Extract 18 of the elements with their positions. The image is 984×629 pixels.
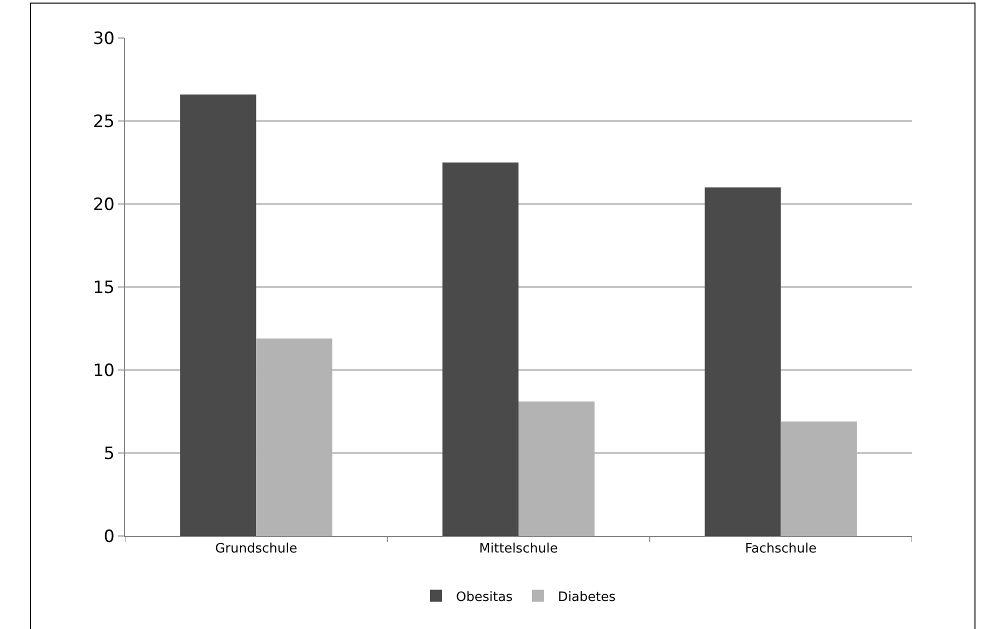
y-tick-label: 20 xyxy=(92,194,115,215)
y-tick-label: 30 xyxy=(92,28,115,49)
legend-label: Diabetes xyxy=(558,590,616,605)
legend-label: Obesitas xyxy=(456,590,513,605)
bar xyxy=(704,187,781,536)
x-tick-label: Grundschule xyxy=(215,542,298,557)
bar xyxy=(442,162,518,536)
x-tick-label: Fachschule xyxy=(745,542,817,557)
bar xyxy=(518,402,595,536)
y-tick-label: 10 xyxy=(92,360,115,381)
y-tick-label: 25 xyxy=(92,112,115,132)
y-tick-label: 15 xyxy=(92,278,115,298)
y-tick-label: 5 xyxy=(104,444,115,464)
y-tick-label: 0 xyxy=(104,526,115,547)
bar xyxy=(780,421,857,536)
bar xyxy=(180,94,256,536)
x-tick-label: Mittelschule xyxy=(479,542,558,557)
bar xyxy=(256,338,332,536)
